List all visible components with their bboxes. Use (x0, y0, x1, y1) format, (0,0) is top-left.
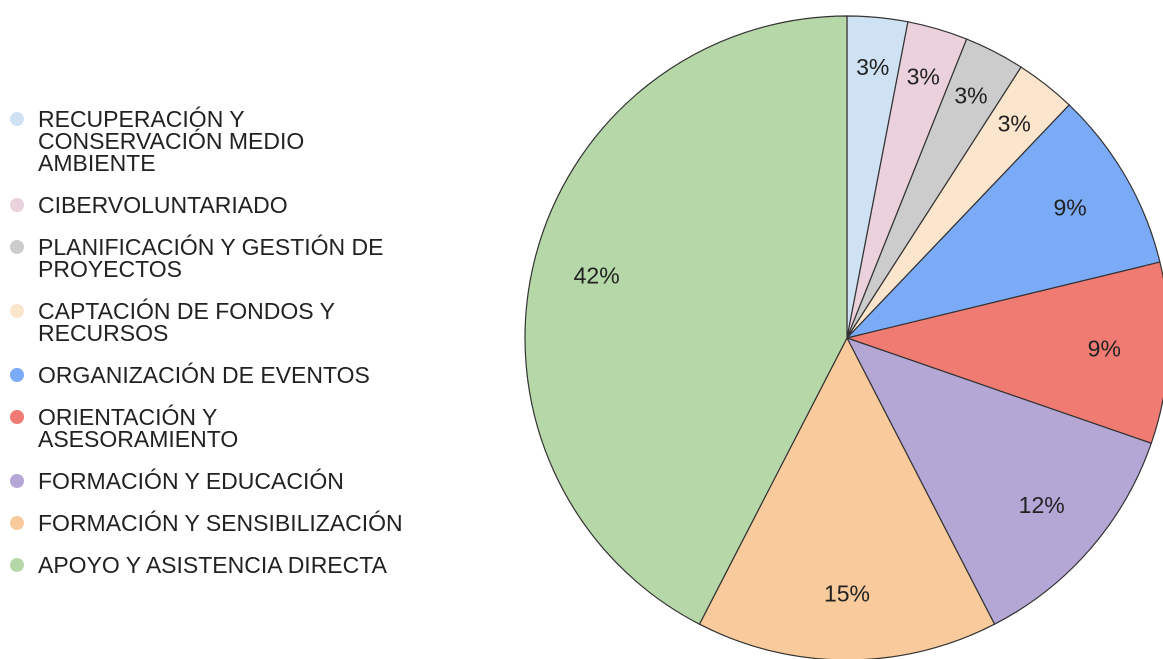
pie-slice (845, 104, 1161, 340)
legend-swatch (10, 240, 24, 254)
legend-label: FORMACIÓN Y SENSIBILIZACIÓN (38, 510, 403, 536)
legend-label: RECUPERACIÓN Y CONSERVACIÓN MEDIO AMBIEN… (38, 106, 305, 176)
legend-item: ORGANIZACIÓN DE EVENTOS (10, 362, 478, 388)
legend-label: CIBERVOLUNTARIADO (38, 192, 288, 218)
legend-swatch (10, 368, 24, 382)
pie-slice (524, 15, 848, 626)
legend-item: ORIENTACIÓN Y ASESORAMIENTO (10, 404, 478, 452)
legend-label: ORGANIZACIÓN DE EVENTOS (38, 362, 370, 388)
legend-swatch (10, 516, 24, 530)
legend-label: PLANIFICACIÓN Y GESTIÓN DE PROYECTOS (38, 234, 384, 282)
pie-slice (845, 336, 1153, 626)
slice-label: 3% (856, 54, 889, 80)
legend-swatch (10, 410, 24, 424)
pie-slice (844, 261, 1163, 445)
slice-label: 3% (954, 83, 987, 109)
legend: RECUPERACIÓN Y CONSERVACIÓN MEDIO AMBIEN… (10, 106, 478, 578)
slice-label: 9% (1053, 194, 1086, 220)
slice-label: 9% (1088, 335, 1121, 361)
legend-label: CAPTACIÓN DE FONDOS Y RECURSOS (38, 298, 335, 346)
slice-label: 12% (1019, 492, 1065, 518)
legend-item: FORMACIÓN Y SENSIBILIZACIÓN (10, 510, 478, 536)
slice-label: 3% (998, 110, 1031, 136)
legend-item: APOYO Y ASISTENCIA DIRECTA (10, 552, 478, 578)
slice-label: 42% (574, 262, 620, 288)
legend-swatch (10, 304, 24, 318)
legend-label: FORMACIÓN Y EDUCACIÓN (38, 468, 344, 494)
legend-item: PLANIFICACIÓN Y GESTIÓN DE PROYECTOS (10, 234, 478, 282)
legend-swatch (10, 198, 24, 212)
legend-item: RECUPERACIÓN Y CONSERVACIÓN MEDIO AMBIEN… (10, 106, 478, 176)
legend-label: ORIENTACIÓN Y ASESORAMIENTO (38, 404, 239, 452)
slice-label: 15% (824, 581, 870, 607)
slice-label: 3% (907, 64, 940, 90)
legend-item: CAPTACIÓN DE FONDOS Y RECURSOS (10, 298, 478, 346)
legend-item: CIBERVOLUNTARIADO (10, 192, 478, 218)
pie-slice (698, 336, 996, 659)
legend-item: FORMACIÓN Y EDUCACIÓN (10, 468, 478, 494)
legend-swatch (10, 112, 24, 126)
legend-label: APOYO Y ASISTENCIA DIRECTA (38, 552, 387, 578)
legend-swatch (10, 474, 24, 488)
legend-swatch (10, 558, 24, 572)
